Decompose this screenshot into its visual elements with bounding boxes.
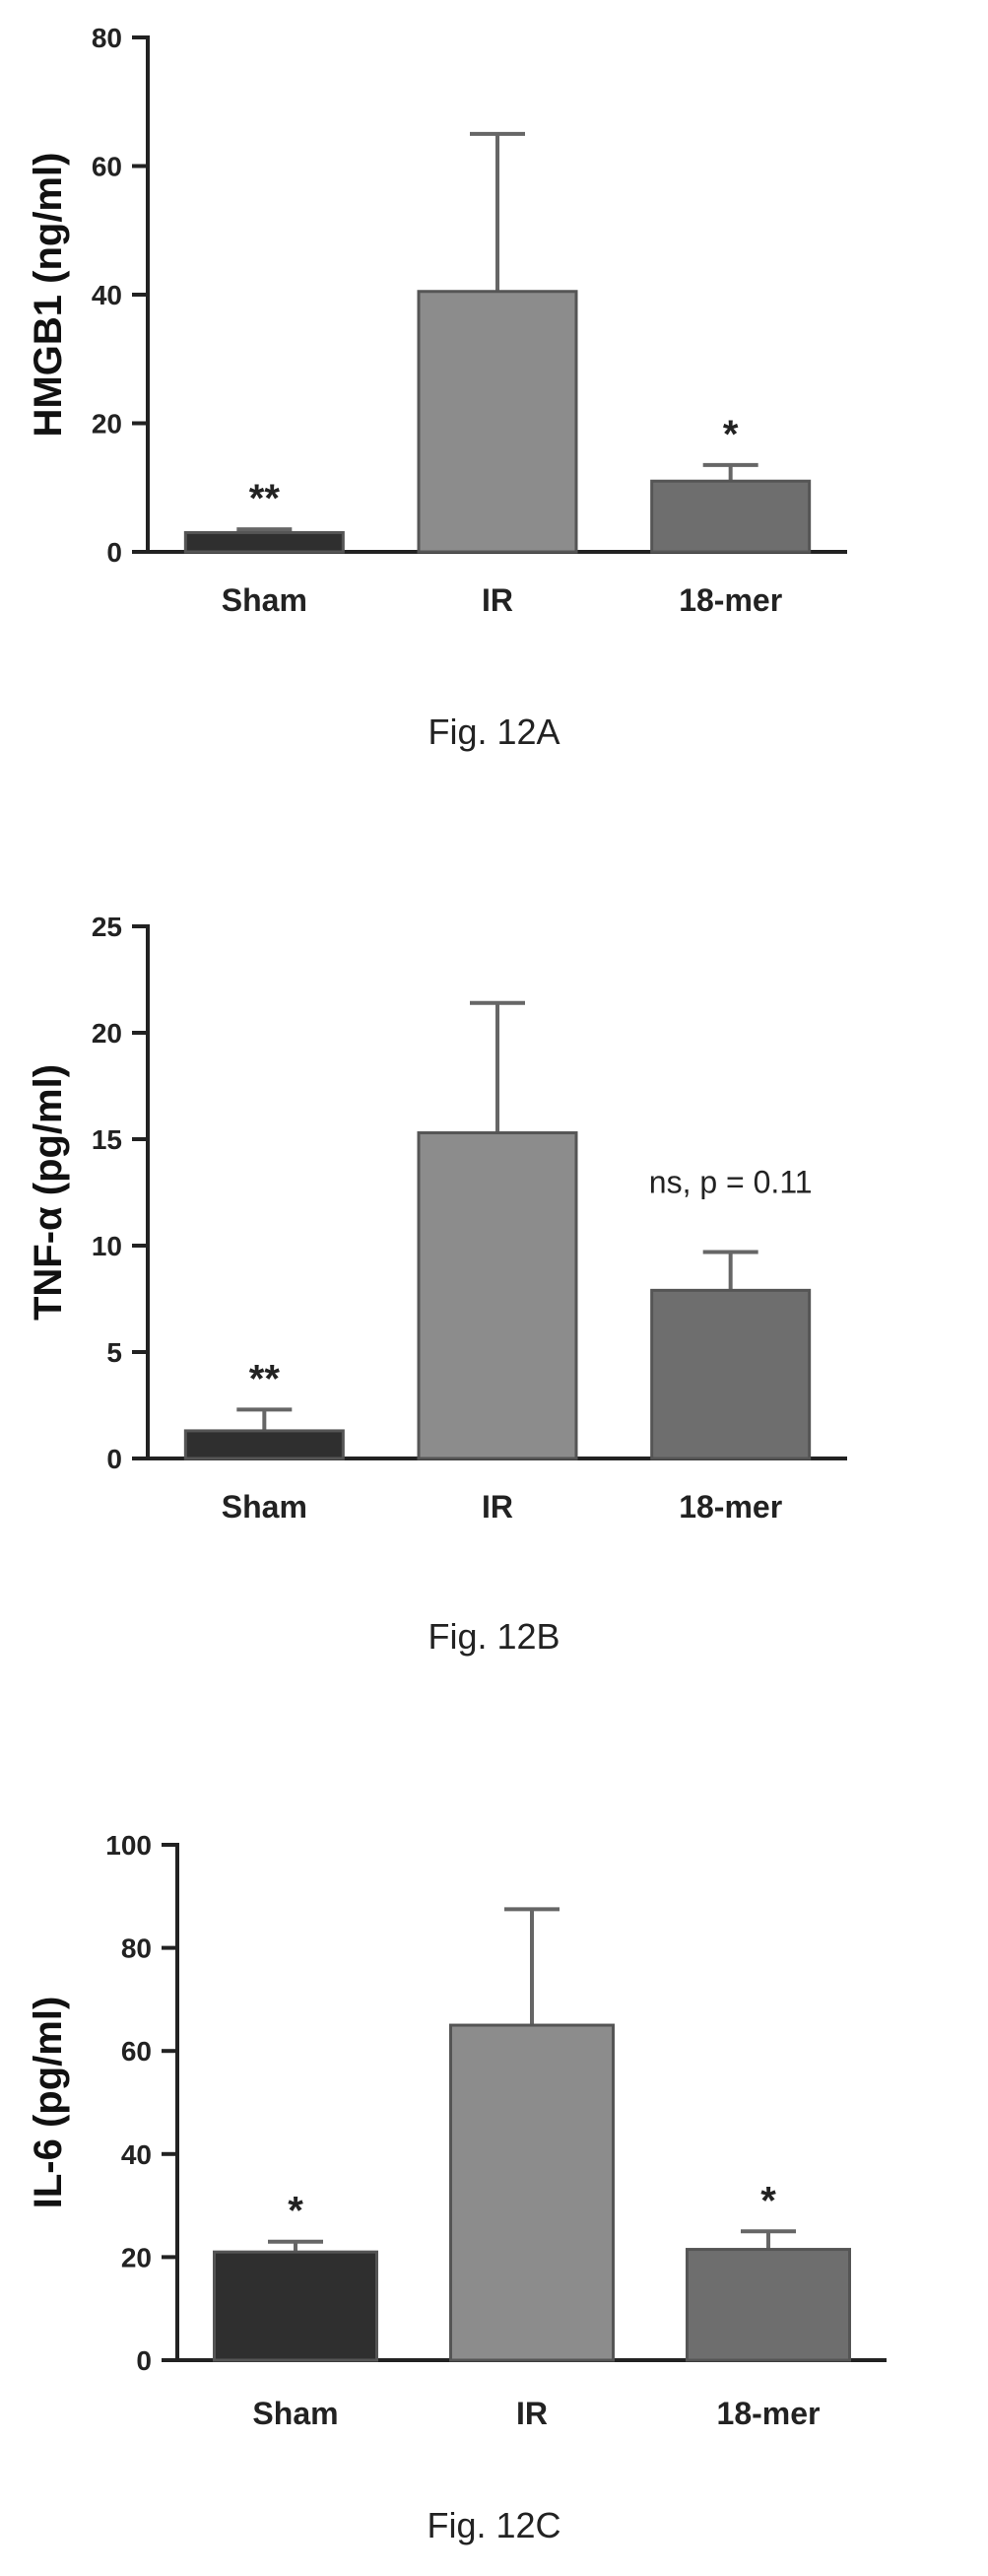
chart-panel-12c: 0 20 40 60 80 100 IL-6 (pg/ml) Sham * IR 18-mer * F… <box>0 1794 988 2576</box>
bar <box>686 2248 851 2362</box>
bar <box>417 1131 578 1460</box>
figure-caption: Fig. 12B <box>428 1616 560 1657</box>
chart-12a: 0 20 40 60 80 HMGB1 (ng/ml) Sham ** IR 18-mer * <box>27 23 847 618</box>
significance-annotation: * <box>760 2179 776 2222</box>
y-tick-label: 60 <box>121 2036 152 2067</box>
y-axis-label: HMGB1 (ng/ml) <box>27 153 70 438</box>
y-tick-label: 10 <box>92 1231 122 1261</box>
y-tick-label: 0 <box>106 537 122 568</box>
y-tick-label: 20 <box>92 409 122 440</box>
x-tick-label: IR <box>482 1489 513 1525</box>
significance-annotation: * <box>723 413 739 456</box>
figure-caption: Fig. 12C <box>427 2505 561 2545</box>
x-tick-label: 18-mer <box>679 1489 782 1525</box>
y-tick-label: 0 <box>136 2345 152 2376</box>
y-axis-label: IL-6 (pg/ml) <box>27 1997 70 2209</box>
bar <box>650 1288 812 1460</box>
y-tick-label: 80 <box>92 23 122 53</box>
bar <box>213 2250 378 2362</box>
y-tick-label: 5 <box>106 1337 122 1368</box>
x-tick-label: IR <box>482 582 513 618</box>
y-tick-label: 20 <box>92 1018 122 1049</box>
y-tick-label: 20 <box>121 2242 152 2272</box>
y-tick-label: 80 <box>121 1933 152 1964</box>
significance-annotation: ** <box>249 1357 281 1400</box>
x-tick-label: Sham <box>222 1489 307 1525</box>
bar <box>183 1429 345 1460</box>
x-tick-label: 18-mer <box>717 2396 821 2431</box>
y-axis-label: TNF-α (pg/ml) <box>27 1064 70 1321</box>
bar <box>417 290 578 554</box>
chart-panel-12b: 0 5 10 15 20 25 TNF-α (pg/ml) Sham ** IR 18-mer ns,… <box>0 887 988 1695</box>
y-tick-label: 15 <box>92 1124 122 1155</box>
y-tick-label: 40 <box>121 2139 152 2170</box>
x-tick-label: 18-mer <box>679 582 782 618</box>
significance-annotation: * <box>288 2190 303 2233</box>
x-tick-label: Sham <box>222 582 307 618</box>
y-tick-label: 40 <box>92 280 122 310</box>
significance-annotation: ns, p = 0.11 <box>649 1164 813 1199</box>
bar <box>650 479 812 554</box>
y-tick-label: 60 <box>92 152 122 182</box>
chart-12b: 0 5 10 15 20 25 TNF-α (pg/ml) Sham ** IR 18-mer ns,… <box>27 912 847 1525</box>
y-tick-label: 25 <box>92 912 122 942</box>
y-tick-label: 0 <box>106 1444 122 1474</box>
bar <box>183 530 345 554</box>
bar <box>449 2023 615 2362</box>
significance-annotation: ** <box>249 477 281 520</box>
y-tick-label: 100 <box>105 1830 152 1861</box>
chart-12c: 0 20 40 60 80 100 IL-6 (pg/ml) Sham * IR 18-mer * <box>27 1830 887 2431</box>
x-tick-label: IR <box>516 2396 548 2431</box>
chart-panel-12a: 0 20 40 60 80 HMGB1 (ng/ml) Sham ** IR 18-mer * Fi… <box>0 0 988 808</box>
x-tick-label: Sham <box>252 2396 338 2431</box>
figure-caption: Fig. 12A <box>428 712 560 752</box>
